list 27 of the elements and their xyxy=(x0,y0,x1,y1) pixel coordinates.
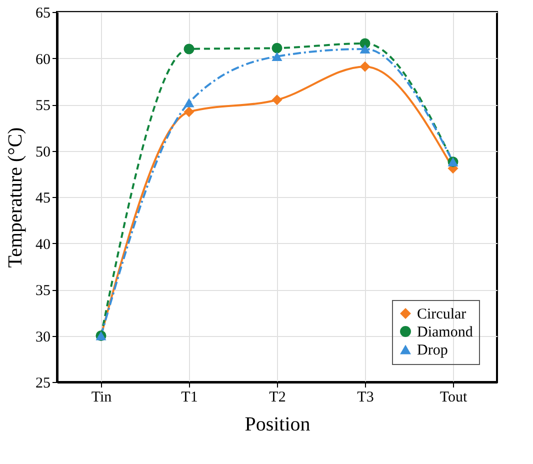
x-tick-label: T1 xyxy=(181,390,198,406)
point xyxy=(272,94,282,106)
y-tick-label: 60 xyxy=(36,52,50,68)
y-tick-label: 35 xyxy=(36,283,50,299)
point xyxy=(360,44,370,54)
y-tick-label: 25 xyxy=(36,376,50,392)
point xyxy=(184,44,194,54)
point xyxy=(360,61,370,72)
x-tick-label: Tin xyxy=(91,390,112,406)
x-tick-label: T3 xyxy=(357,390,374,406)
x-tick-label: Tout xyxy=(440,390,468,406)
y-tick-label: 55 xyxy=(36,98,50,114)
y-tick-label: 65 xyxy=(36,6,50,22)
point xyxy=(184,98,194,108)
y-tick-label: 30 xyxy=(36,329,50,346)
legend-label: Circular xyxy=(417,306,466,322)
point xyxy=(272,42,282,54)
point xyxy=(272,52,282,61)
point xyxy=(184,106,194,118)
legend-label: Drop xyxy=(417,342,448,358)
y-tick-label: 50 xyxy=(36,144,50,160)
y-tick-label: 45 xyxy=(36,190,50,206)
y-tick-label: 40 xyxy=(36,236,50,253)
legend-label: Diamond xyxy=(417,324,474,340)
y-axis-title: Temperature (°C) xyxy=(4,127,26,268)
x-tick-label: T2 xyxy=(269,390,286,406)
x-axis-title: Position xyxy=(244,414,310,436)
